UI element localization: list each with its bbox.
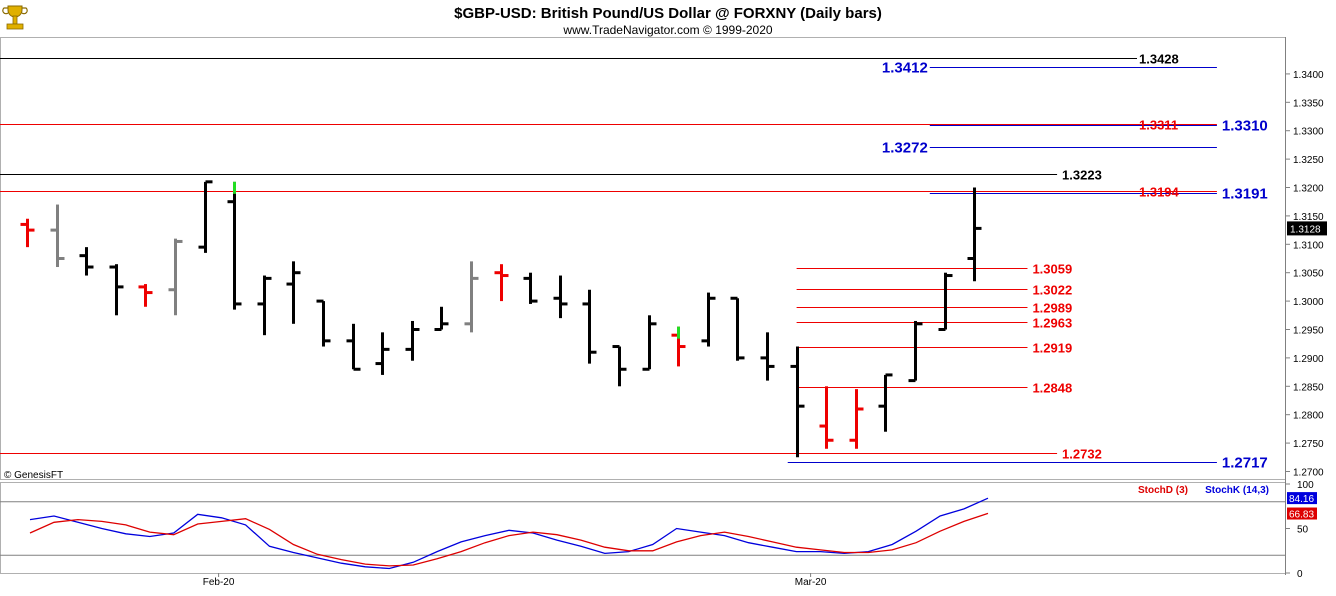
stoch-legend-d: StochD (3) — [1138, 485, 1188, 496]
y-tick-label: 1.3000 — [1293, 297, 1324, 308]
level-label: 1.3191 — [1222, 186, 1268, 203]
ohlc-bar — [227, 181, 242, 310]
stoch-y-tick-label: 50 — [1297, 525, 1309, 536]
stoch-panel: 0 50 100 StochD (3) StochK (14,3) 84.16 66.83 — [0, 480, 1317, 580]
y-tick-label: 1.2700 — [1293, 467, 1324, 478]
ohlc-bar — [494, 264, 509, 302]
ohlc-bar — [50, 204, 65, 268]
level-label: 1.3412 — [882, 60, 928, 77]
y-tick-label: 1.3200 — [1293, 184, 1324, 195]
y-tick-label: 1.3050 — [1293, 269, 1324, 280]
y-tick-label: 1.3350 — [1293, 98, 1324, 109]
level-label: 1.2989 — [1032, 301, 1072, 316]
level-label: 1.3059 — [1032, 262, 1072, 277]
chart-subtitle: www.TradeNavigator.com © 1999-2020 — [562, 23, 772, 37]
y-tick-label: 1.3400 — [1293, 70, 1324, 81]
price-levels — [0, 58, 1217, 463]
stoch-line-d — [29, 512, 989, 567]
y-tick-label: 1.3300 — [1293, 127, 1324, 138]
y-tick-label: 1.2850 — [1293, 382, 1324, 393]
stoch-legend-k: StochK (14,3) — [1205, 485, 1269, 496]
ohlc-bar — [730, 296, 745, 361]
y-tick-label: 1.2950 — [1293, 325, 1324, 336]
ohlc-bar — [168, 238, 183, 316]
y-tick-label: 1.3150 — [1293, 212, 1324, 223]
ohlc-bar — [405, 320, 420, 361]
ohlc-bar — [790, 346, 805, 458]
ohlc-bar — [523, 272, 538, 304]
level-label: 1.2919 — [1032, 341, 1072, 356]
ohlc-bar — [375, 332, 390, 375]
stoch-y-tick-label: 100 — [1297, 480, 1314, 491]
level-label: 1.3272 — [882, 140, 928, 157]
last-price-box — [1287, 221, 1327, 236]
level-label: 1.3311 — [1139, 118, 1178, 133]
level-label: 1.2963 — [1032, 316, 1072, 331]
ohlc-bar — [257, 275, 272, 336]
ohlc-bar — [612, 345, 627, 387]
ohlc-bar — [138, 284, 153, 307]
ohlc-bar — [79, 247, 94, 276]
ohlc-bar — [760, 332, 775, 381]
ohlc-bar — [967, 187, 982, 282]
last-price-label: 1.3128 — [1290, 224, 1321, 235]
y-tick-label: 1.3250 — [1293, 155, 1324, 166]
ohlc-bar — [908, 320, 923, 383]
date-axis: Feb-20 Mar-20 — [203, 573, 827, 588]
stoch-line-k — [29, 497, 989, 570]
ohlc-bar — [20, 218, 35, 248]
level-label: 1.3194 — [1139, 185, 1180, 200]
stoch-d-value: 66.83 — [1289, 510, 1314, 521]
level-labels: 1.3428 1.3412 1.3311 1.3310 1.3272 1.3223 1.31… — [882, 52, 1268, 472]
level-label: 1.2732 — [1062, 447, 1102, 462]
price-bars — [20, 180, 982, 458]
ohlc-bar — [434, 306, 449, 331]
x-tick-label: Feb-20 — [203, 577, 235, 588]
y-tick-label: 1.3100 — [1293, 240, 1324, 251]
ohlc-bar — [642, 315, 657, 371]
level-label: 1.3310 — [1222, 118, 1268, 135]
level-label: 1.2848 — [1032, 381, 1072, 396]
ohlc-bar — [701, 292, 716, 347]
ohlc-bar — [316, 299, 331, 347]
ohlc-bar — [938, 272, 953, 331]
ohlc-bar — [198, 180, 213, 253]
chart-title: $GBP-USD: British Pound/US Dollar @ FORX… — [454, 5, 882, 22]
y-tick-label: 1.2750 — [1293, 439, 1324, 450]
level-label: 1.3022 — [1032, 283, 1072, 298]
ohlc-bar — [582, 289, 597, 364]
stoch-k-value: 84.16 — [1289, 494, 1314, 505]
watermark: © GenesisFT — [4, 470, 63, 481]
level-label: 1.3223 — [1062, 168, 1102, 183]
stoch-d-value-box — [1287, 507, 1317, 520]
level-label: 1.2717 — [1222, 455, 1268, 472]
trophy-icon — [2, 5, 28, 30]
ohlc-bar — [671, 326, 686, 367]
ohlc-bar — [286, 261, 301, 324]
ohlc-bar — [464, 261, 479, 333]
price-axis: 1.2700 1.2750 1.2800 1.2850 1.2900 1.2950 1.30… — [1285, 70, 1327, 478]
ohlc-bar — [849, 389, 864, 449]
ohlc-bar — [553, 275, 568, 319]
stoch-k-value-box — [1287, 492, 1317, 505]
ohlc-bar — [346, 323, 361, 371]
x-tick-label: Mar-20 — [795, 577, 827, 588]
ohlc-bar — [109, 264, 124, 316]
y-tick-label: 1.2800 — [1293, 411, 1324, 422]
level-label: 1.3428 — [1139, 52, 1179, 67]
ohlc-bar — [878, 373, 893, 432]
stoch-y-tick-label: 0 — [1297, 569, 1303, 580]
y-tick-label: 1.2900 — [1293, 354, 1324, 365]
ohlc-bar — [819, 386, 834, 449]
